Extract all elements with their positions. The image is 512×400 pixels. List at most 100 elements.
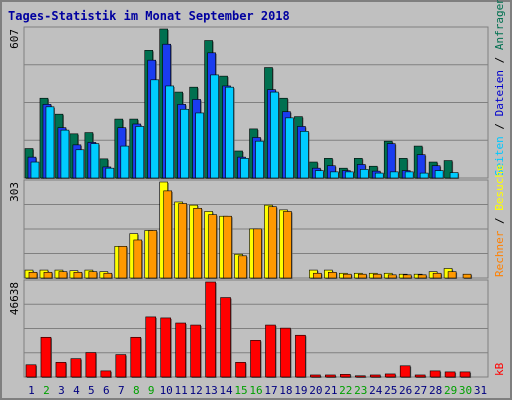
x-tick-label: 8 [133, 384, 140, 397]
bar-seiten [75, 149, 85, 179]
bar-rechner [417, 274, 427, 279]
bar-kb [459, 371, 471, 378]
panel-2-max-label: 303 [8, 182, 21, 202]
x-tick-label: 27 [414, 384, 427, 397]
bar-rechner [343, 273, 352, 279]
bar-kb [235, 362, 246, 378]
x-tick-label: 15 [234, 384, 247, 397]
bar-rechner [328, 271, 337, 279]
bar-kb [369, 374, 381, 378]
x-tick-label: 3 [58, 384, 65, 397]
bar-kb [145, 316, 157, 378]
bar-rechner [402, 274, 412, 279]
bar-seiten [315, 170, 324, 179]
bar-rechner [432, 272, 442, 279]
panel-1-max-label: 607 [8, 29, 21, 49]
bar-kb [25, 364, 37, 378]
bar-seiten [285, 117, 294, 179]
bar-kb [70, 358, 82, 378]
bar-kb [85, 352, 97, 378]
legend-rechner-besuche: Rechner / Besuche [493, 164, 506, 277]
bar-kb [325, 374, 336, 378]
bar-kb [160, 317, 172, 378]
x-tick-label: 20 [309, 384, 322, 397]
bar-seiten [195, 112, 204, 179]
bar-kb [190, 324, 201, 378]
bar-rechner [283, 211, 292, 279]
bar-kb [100, 370, 112, 378]
bar-rechner [103, 272, 113, 279]
bar-kb [310, 374, 321, 378]
bar-kb [354, 375, 366, 378]
bar-seiten [135, 126, 145, 179]
bar-kb [175, 322, 186, 378]
bar-seiten [150, 79, 160, 179]
legend-entry: Dateien [493, 70, 506, 116]
bar-rechner [357, 273, 367, 279]
x-tick-label: 17 [264, 384, 277, 397]
x-tick-label: 4 [73, 384, 80, 397]
x-tick-label: 13 [204, 384, 217, 397]
bar-seiten [90, 143, 100, 179]
bar-rechner [193, 207, 202, 279]
bar-rechner [163, 190, 173, 279]
bar-kb [340, 374, 351, 378]
bar-seiten [45, 106, 55, 179]
bar-seiten [105, 167, 115, 179]
bar-rechner [88, 271, 98, 279]
bar-kb [444, 371, 456, 378]
x-tick-label: 9 [148, 384, 155, 397]
x-tick-label: 26 [399, 384, 412, 397]
bar-kb [55, 362, 67, 378]
bar-rechner [208, 214, 217, 279]
bar-rechner [268, 206, 277, 279]
bar-seiten [120, 145, 130, 179]
x-tick-label: 6 [103, 384, 110, 397]
bar-seiten [255, 140, 264, 179]
bar-seiten [404, 171, 414, 179]
bar-seiten [434, 170, 444, 179]
bar-anfragen [443, 160, 453, 179]
x-tick-label: 25 [384, 384, 397, 397]
bar-rechner [372, 273, 382, 279]
bar-rechner [447, 271, 457, 279]
x-tick-label: 31 [474, 384, 487, 397]
x-tick-label: 12 [190, 384, 203, 397]
bar-kb [280, 327, 291, 378]
bar-kb [399, 365, 411, 378]
x-tick-label: 18 [279, 384, 292, 397]
bar-seiten [225, 86, 234, 179]
x-tick-label: 14 [219, 384, 233, 397]
legend-kb: kB [493, 362, 506, 376]
legend-seiten-dateien-anfragen: Seiten / Dateien / Anfragen [493, 0, 506, 176]
bar-rechner [462, 273, 472, 279]
x-tick-label: 19 [294, 384, 307, 397]
bar-kb [295, 334, 306, 378]
bar-kb [384, 373, 396, 378]
bar-rechner [28, 271, 38, 279]
bar-seiten [374, 172, 384, 179]
bar-rechner [387, 274, 397, 279]
bar-rechner [118, 246, 128, 279]
bar-kb [115, 354, 127, 378]
x-tick-label: 28 [429, 384, 442, 397]
x-tick-label: 1 [28, 384, 35, 397]
bar-seiten [449, 172, 459, 179]
bar-kb [220, 297, 231, 378]
bar-kb [40, 336, 52, 378]
bar-seiten [210, 74, 219, 179]
x-tick-label: 29 [444, 384, 457, 397]
bar-kb [429, 370, 441, 378]
legend-entry: Seiten [493, 136, 506, 176]
bar-seiten [270, 91, 279, 179]
bar-kb-shadow [356, 376, 367, 378]
bar-rechner [73, 271, 83, 279]
bar-kb [205, 281, 216, 378]
bar-kb [265, 324, 276, 378]
bar-rechner [133, 239, 143, 279]
x-tick-label: 11 [175, 384, 188, 397]
chart-title: Tages-Statistik im Monat September 2018 [8, 9, 290, 23]
bar-seiten [389, 171, 399, 179]
x-tick-label: 2 [43, 384, 50, 397]
